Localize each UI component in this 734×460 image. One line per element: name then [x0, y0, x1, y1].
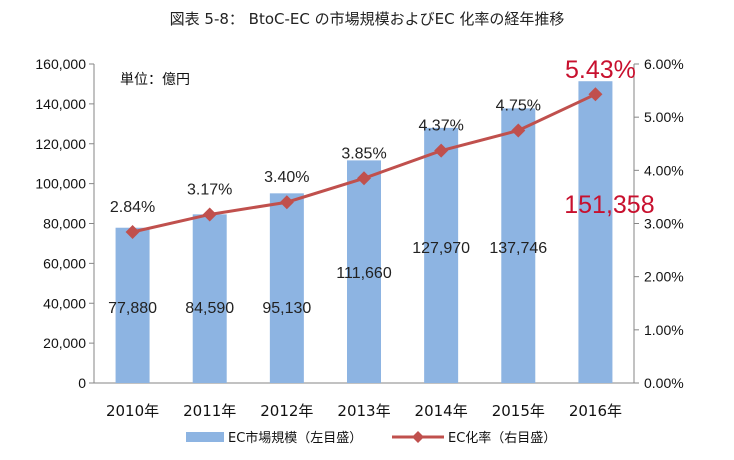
rate-value-label: 3.85%	[341, 145, 386, 162]
y-right-tick-label: 0.00%	[644, 375, 684, 391]
y-left-tick-label: 80,000	[43, 216, 86, 232]
rate-value-label: 3.17%	[187, 181, 232, 198]
legend-line-marker	[412, 431, 424, 443]
rate-point-2016年	[588, 87, 603, 102]
bar-2013年	[347, 160, 381, 383]
bar-2015年	[501, 108, 536, 384]
y-right-tick-label: 1.00%	[644, 322, 684, 338]
bar-2016年	[578, 81, 613, 384]
rate-point-2013年	[357, 171, 371, 186]
rate-point-2010年	[125, 225, 140, 240]
y-left-tick-label: 140,000	[35, 96, 86, 112]
rate-point-2012年	[279, 195, 294, 210]
legend-line-label: EC化率（右目盛）	[448, 430, 556, 446]
x-tick-label: 2013年	[337, 402, 390, 420]
rate-value-label: 5.43%	[565, 56, 636, 84]
bar-labels: 77,880 84,590 95,130 111,660 127,970 137,746 1…	[108, 191, 655, 317]
legend-bar-swatch	[186, 432, 224, 442]
y-left-tick-label: 60,000	[43, 255, 86, 271]
y-left-tick-label: 40,000	[43, 295, 86, 311]
rate-value-label: 4.37%	[418, 118, 463, 135]
bar-value-label: 84,590	[185, 300, 234, 317]
bar-value-label: 95,130	[262, 300, 311, 317]
x-tick-label: 2015年	[492, 402, 545, 420]
rate-value-label: 2.84%	[110, 199, 155, 216]
y-left-tick-label: 100,000	[35, 176, 86, 192]
bar-2010年	[115, 227, 150, 383]
y-right-tick-label: 2.00%	[644, 269, 684, 285]
legend-bar-label: EC市場規模（左目盛）	[228, 430, 362, 446]
y-left-tick-label: 160,000	[35, 56, 86, 72]
y-left-axis: 0 20,000 40,000 60,000 80,000 100,000 120,000 1…	[35, 56, 94, 391]
y-right-axis: 0.00% 1.00% 2.00% 3.00% 4.00% 5.00% 6.00%	[634, 56, 684, 391]
y-right-tick-label: 4.00%	[644, 162, 684, 178]
rate-point-2015年	[511, 123, 526, 138]
rate-value-label: 4.75%	[496, 97, 541, 114]
rate-point-2014年	[434, 143, 449, 158]
bar-value-label: 111,660	[336, 265, 392, 282]
x-tick-label: 2010年	[106, 402, 159, 420]
bar-value-label: 77,880	[108, 300, 157, 317]
y-left-tick-label: 120,000	[35, 136, 86, 152]
bar-2014年	[424, 127, 459, 384]
x-tick-label: 2012年	[260, 402, 313, 420]
y-right-tick-label: 6.00%	[644, 56, 684, 72]
bar-series	[115, 81, 613, 384]
x-tick-label: 2014年	[415, 402, 468, 420]
y-right-tick-label: 5.00%	[644, 109, 684, 125]
unit-note: 単位：億円	[120, 72, 190, 88]
bar-value-label: 137,746	[489, 240, 547, 257]
y-left-tick-label: 0	[78, 375, 86, 391]
bar-2011年	[192, 214, 227, 383]
chart-title: 図表 5-8： BtoC-EC の市場規模およびEC 化率の経年推移	[170, 10, 565, 28]
x-axis: 2010年 2011年 2012年 2013年 2014年 2015年 2016年	[106, 402, 622, 420]
rate-value-label: 3.40%	[264, 169, 309, 186]
x-tick-label: 2011年	[183, 402, 236, 420]
rate-point-2011年	[202, 207, 217, 222]
bar-value-label: 127,970	[412, 240, 470, 257]
line-series	[125, 87, 603, 240]
y-left-tick-label: 20,000	[43, 335, 86, 351]
bar-2012年	[269, 193, 304, 383]
legend: EC市場規模（左目盛） EC化率（右目盛）	[186, 430, 556, 446]
bar-value-label: 151,358	[564, 191, 654, 219]
x-tick-label: 2016年	[569, 402, 622, 420]
y-right-tick-label: 3.00%	[644, 216, 684, 232]
rate-labels: 2.84% 3.17% 3.40% 3.85% 4.37% 4.75% 5.43%	[110, 56, 636, 216]
